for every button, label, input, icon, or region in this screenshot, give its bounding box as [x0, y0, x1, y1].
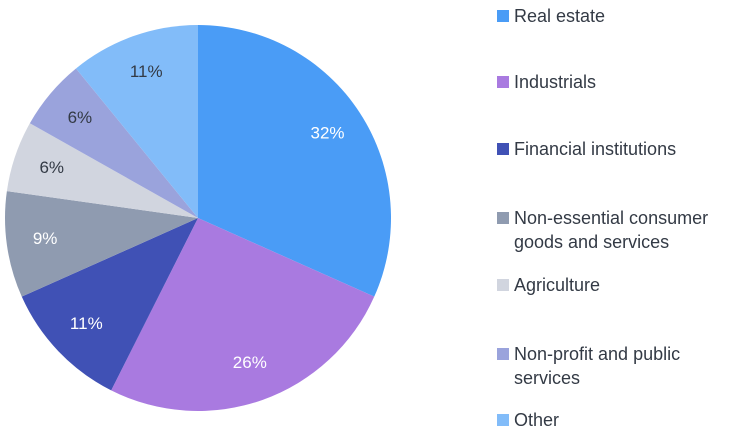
legend-label: Non-essential consumer goods and service…	[514, 208, 709, 252]
legend-swatch	[497, 414, 509, 426]
legend-label: Agriculture	[514, 275, 601, 295]
legend-label: Other	[514, 410, 560, 428]
legend-swatch	[497, 212, 509, 224]
legend-item: Non-essential consumer goods and service…	[497, 206, 737, 254]
legend-swatch	[497, 143, 509, 155]
pie-slice	[29, 68, 199, 218]
pie-slice	[198, 25, 392, 297]
pie-slice	[5, 191, 199, 297]
legend-item: Real estate	[497, 4, 737, 28]
slice-label: 9%	[33, 229, 58, 248]
legend-label: Financial institutions	[514, 139, 677, 159]
legend-label: Industrials	[514, 72, 597, 92]
legend-item: Financial institutions	[497, 137, 737, 161]
legend-item: Other	[497, 408, 737, 428]
pie-slice	[21, 218, 198, 391]
slice-label: 26%	[233, 353, 267, 372]
legend-label: Non-profit and public services	[514, 344, 681, 388]
legend-item: Industrials	[497, 70, 737, 94]
slice-label: 32%	[311, 123, 345, 142]
slice-label: 11%	[130, 62, 163, 81]
legend-swatch	[497, 76, 509, 88]
pie-slice	[6, 123, 198, 218]
pie-slice	[111, 218, 375, 411]
legend-item: Non-profit and public services	[497, 342, 737, 390]
legend-swatch	[497, 348, 509, 360]
slice-label: 11%	[70, 314, 103, 333]
slice-label: 6%	[39, 158, 64, 177]
legend-item: Agriculture	[497, 273, 737, 297]
legend-label: Real estate	[514, 6, 606, 26]
legend-swatch	[497, 10, 509, 22]
legend-swatch	[497, 279, 509, 291]
slice-label: 6%	[68, 108, 93, 127]
pie-slice	[75, 24, 198, 218]
